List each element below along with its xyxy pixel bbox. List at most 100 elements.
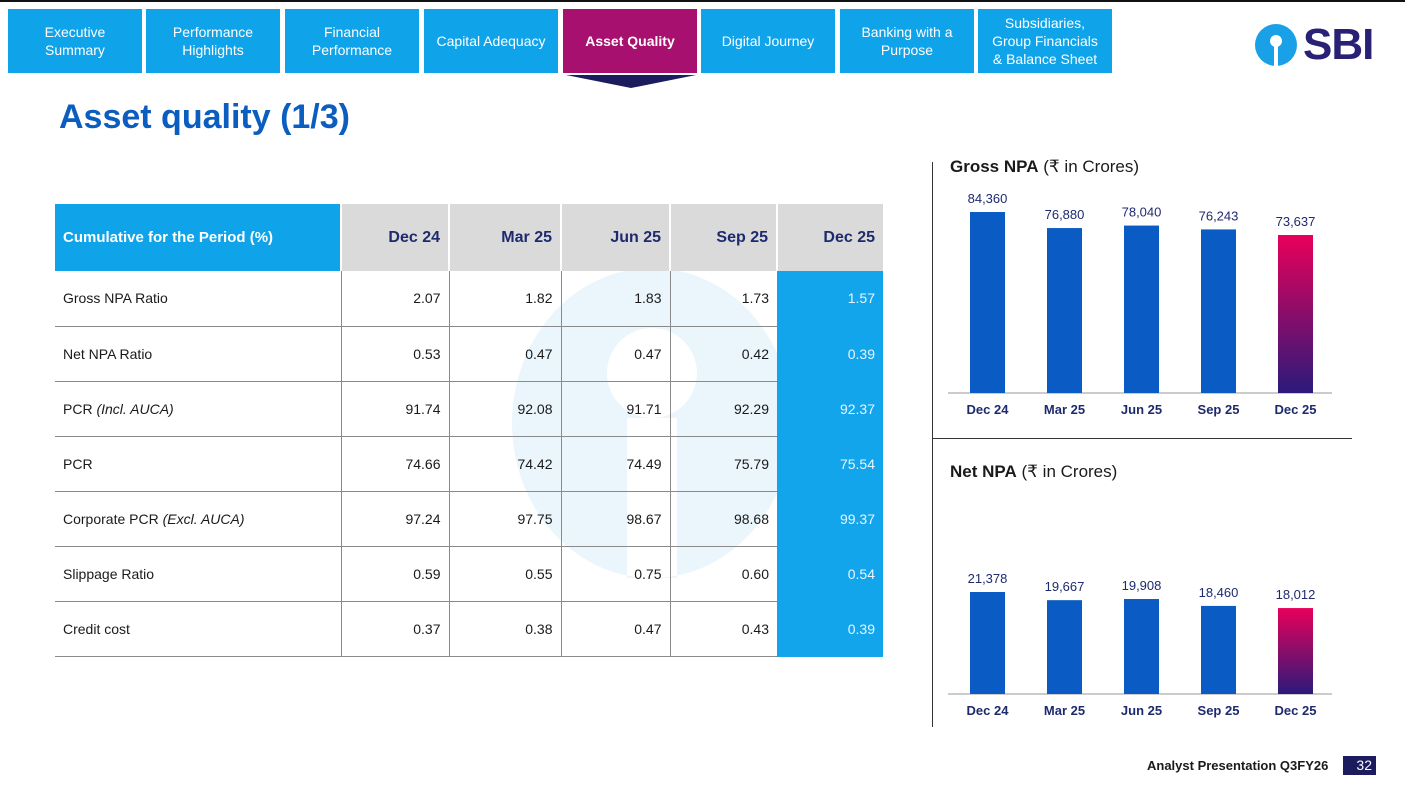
tab-digital-journey[interactable]: Digital Journey [701,9,835,73]
net-npa-chart: 21,378 Dec 24 19,667 Mar 25 19,908 Jun 25 18,4… [948,571,1332,718]
table-row: PCR 74.66 74.42 74.49 75.79 75.54 [55,436,883,492]
table-cell: 91.71 [560,381,670,437]
table-cell: 92.08 [448,381,561,437]
bar-mar-25 [1047,600,1082,694]
table-cell: 0.43 [669,601,777,657]
row-label: PCR (Incl. AUCA) [55,381,341,437]
table-row: Gross NPA Ratio 2.07 1.82 1.83 1.73 1.57 [55,271,883,327]
tab-asset-quality[interactable]: Asset Quality [563,9,697,73]
row-label-text: Corporate PCR [63,510,163,527]
table-cell: 74.66 [340,436,449,492]
row-label-note: (Excl. AUCA) [162,510,245,527]
table-cell: 2.07 [340,271,449,327]
page-title: Asset quality (1/3) [59,98,350,136]
row-label: Gross NPA Ratio [55,271,341,327]
tick-label: Mar 25 [1044,402,1085,417]
table-cell: 0.55 [448,546,561,602]
tab-capital-adequacy[interactable]: Capital Adequacy [424,9,558,73]
table-row: PCR (Incl. AUCA) 91.74 92.08 91.71 92.29 92.3… [55,381,883,437]
chart-divider-horizontal [932,438,1352,439]
table-cell: 1.83 [560,271,670,327]
data-label: 84,360 [968,191,1008,206]
tick-label: Dec 24 [967,402,1010,417]
table-cell: 0.39 [777,601,883,657]
table-cell: 97.24 [340,491,449,547]
table-cell: 1.57 [777,271,883,327]
tick-label: Jun 25 [1121,402,1162,417]
table-cell: 0.38 [448,601,561,657]
table-cell: 0.37 [340,601,449,657]
table-cell: 99.37 [777,491,883,547]
table-cell: 1.82 [448,271,561,327]
table-cell: 75.54 [777,436,883,492]
row-label: Net NPA Ratio [55,326,341,382]
table-cell: 0.60 [669,546,777,602]
table-cell: 0.59 [340,546,449,602]
tick-label: Mar 25 [1044,703,1085,718]
header-period: Mar 25 [448,204,561,271]
gross-npa-chart-title: Gross NPA (₹ in Crores) [950,157,1140,176]
bar-jun-25 [1124,599,1159,694]
data-label: 76,880 [1045,207,1085,222]
data-label: 18,012 [1276,587,1316,602]
header-period: Dec 24 [340,204,449,271]
table-cell: 98.68 [669,491,777,547]
logo-text: SBI [1303,20,1374,69]
table-cell: 0.39 [777,326,883,382]
header-period: Dec 25 [776,204,883,271]
tick-label: Dec 25 [1275,703,1317,718]
data-label: 76,243 [1199,208,1239,223]
bar-sep-25 [1201,229,1236,393]
tick-label: Jun 25 [1121,703,1162,718]
net-npa-chart-title: Net NPA (₹ in Crores) [950,462,1118,481]
bar-jun-25 [1124,225,1159,393]
tab-financial-performance[interactable]: Financial Performance [285,9,419,73]
tab-performance-highlights[interactable]: Performance Highlights [146,9,280,73]
tick-label: Dec 24 [967,703,1010,718]
table-cell: 98.67 [560,491,670,547]
table-cell: 92.29 [669,381,777,437]
row-label: PCR [55,436,341,492]
row-label-text: Gross NPA Ratio [63,290,168,307]
data-label: 18,460 [1199,585,1239,600]
table-cell: 0.47 [560,601,670,657]
data-label: 73,637 [1276,214,1316,229]
row-label-text: Credit cost [63,620,130,637]
chart-divider-vertical [932,162,933,727]
table-cell: 0.42 [669,326,777,382]
header-period: Sep 25 [669,204,777,271]
page-number: 32 [1343,756,1376,775]
row-label-note: (Incl. AUCA) [96,400,174,417]
tab-banking-with-a-purpose[interactable]: Banking with a Purpose [840,9,974,73]
row-label-text: Slippage Ratio [63,565,155,582]
table-cell: 1.73 [669,271,777,327]
table-row: Corporate PCR (Excl. AUCA) 97.24 97.75 98.6… [55,491,883,547]
row-label: Credit cost [55,601,341,657]
table-cell: 97.75 [448,491,561,547]
tick-label: Sep 25 [1198,703,1240,718]
sbi-keyhole-icon [1255,24,1297,66]
header-label: Cumulative for the Period (%) [55,204,341,271]
table-cell: 0.75 [560,546,670,602]
bar-dec-24 [970,212,1005,393]
table-cell: 74.42 [448,436,561,492]
sbi-logo: SBI [1255,22,1385,68]
table-cell: 0.47 [560,326,670,382]
table-row: Net NPA Ratio 0.53 0.47 0.47 0.42 0.39 [55,326,883,382]
table-cell: 0.47 [448,326,561,382]
bar-dec-24 [970,592,1005,694]
table-header-row: Cumulative for the Period (%) Dec 24 Mar… [55,204,883,271]
row-label-text: PCR [63,400,97,417]
header-period: Jun 25 [560,204,670,271]
row-label-text: Net NPA Ratio [63,345,153,362]
table-cell: 0.54 [777,546,883,602]
data-label: 19,908 [1122,578,1162,593]
table-cell: 92.37 [777,381,883,437]
tab-subsidiaries[interactable]: Subsidiaries, Group Financials & Balance… [978,9,1112,73]
tick-label: Dec 25 [1275,402,1317,417]
tab-executive-summary[interactable]: Executive Summary [8,9,142,73]
data-label: 21,378 [968,571,1008,586]
table-cell: 74.49 [560,436,670,492]
data-label: 78,040 [1122,205,1162,220]
gross-npa-chart: 84,360 Dec 24 76,880 Mar 25 78,040 Jun 25 76,2… [948,191,1332,417]
